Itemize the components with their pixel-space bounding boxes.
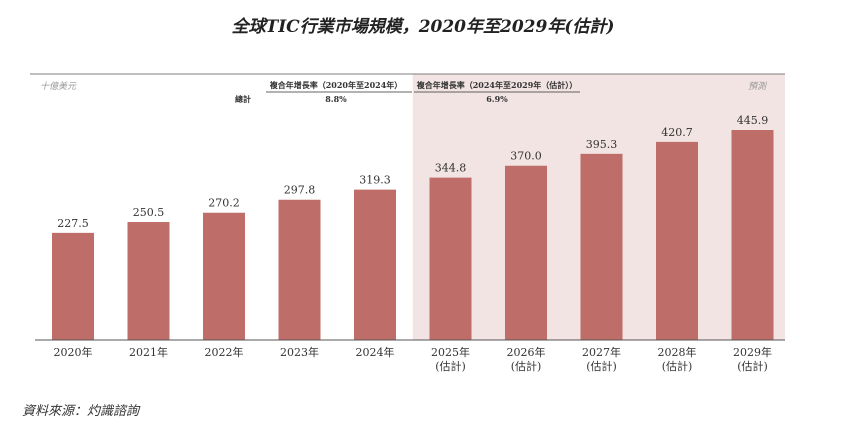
category-sublabel-5: (估計) — [435, 359, 466, 373]
bar-3 — [278, 199, 321, 340]
value-label-3: 297.8 — [284, 184, 316, 197]
category-label-3: 2023年 — [280, 345, 319, 359]
category-sublabel-6: (估計) — [511, 359, 542, 373]
category-label-4: 2024年 — [356, 345, 395, 359]
value-label-8: 420.7 — [661, 126, 693, 139]
value-label-7: 395.3 — [586, 138, 618, 151]
forecast-label: 預測 — [748, 81, 768, 92]
cagr-value-1: 8.8% — [325, 94, 347, 104]
category-sublabel-9: (估計) — [737, 359, 768, 373]
bar-6 — [505, 165, 547, 340]
bar-9 — [731, 130, 774, 340]
category-sublabel-7: (估計) — [586, 359, 617, 373]
value-label-6: 370.0 — [510, 150, 542, 163]
category-label-1: 2021年 — [129, 345, 168, 359]
bar-1 — [127, 222, 170, 340]
value-label-5: 344.8 — [435, 162, 467, 175]
bars-group: 227.5 2020年 250.5 2021年 270.2 2022年 297.8 2023年… — [52, 114, 774, 373]
bar-5 — [429, 177, 472, 340]
source-note: 資料來源：灼識諮詢 — [22, 404, 141, 419]
category-sublabel-8: (估計) — [662, 359, 693, 373]
value-label-1: 250.5 — [133, 206, 165, 219]
category-label-8: 2028年 — [658, 345, 697, 359]
category-label-6: 2026年 — [507, 345, 546, 359]
cagr-header-1: 複合年增長率（2020年至2024年） — [269, 80, 403, 90]
chart-title: 全球TIC行業市場規模，2020年至2029年(估計) — [232, 17, 615, 37]
category-label-9: 2029年 — [733, 345, 772, 359]
value-label-2: 270.2 — [208, 197, 240, 210]
bar-8 — [656, 141, 698, 340]
cagr-header-2: 複合年增長率（2024年至2029年（估計）） — [416, 80, 578, 90]
cagr-row-label: 總計 — [235, 94, 251, 104]
cagr-value-2: 6.9% — [486, 94, 508, 104]
value-label-9: 445.9 — [737, 114, 769, 127]
category-label-5: 2025年 — [431, 345, 470, 359]
category-label-2: 2022年 — [205, 345, 244, 359]
bar-0 — [52, 232, 94, 340]
category-label-7: 2027年 — [582, 345, 621, 359]
bar-4 — [354, 189, 396, 340]
unit-label: 十億美元 — [40, 81, 77, 92]
value-label-4: 319.3 — [359, 174, 391, 187]
value-label-0: 227.5 — [57, 217, 89, 230]
category-label-0: 2020年 — [54, 345, 93, 359]
bar-2 — [203, 212, 245, 340]
bar-7 — [580, 153, 623, 340]
